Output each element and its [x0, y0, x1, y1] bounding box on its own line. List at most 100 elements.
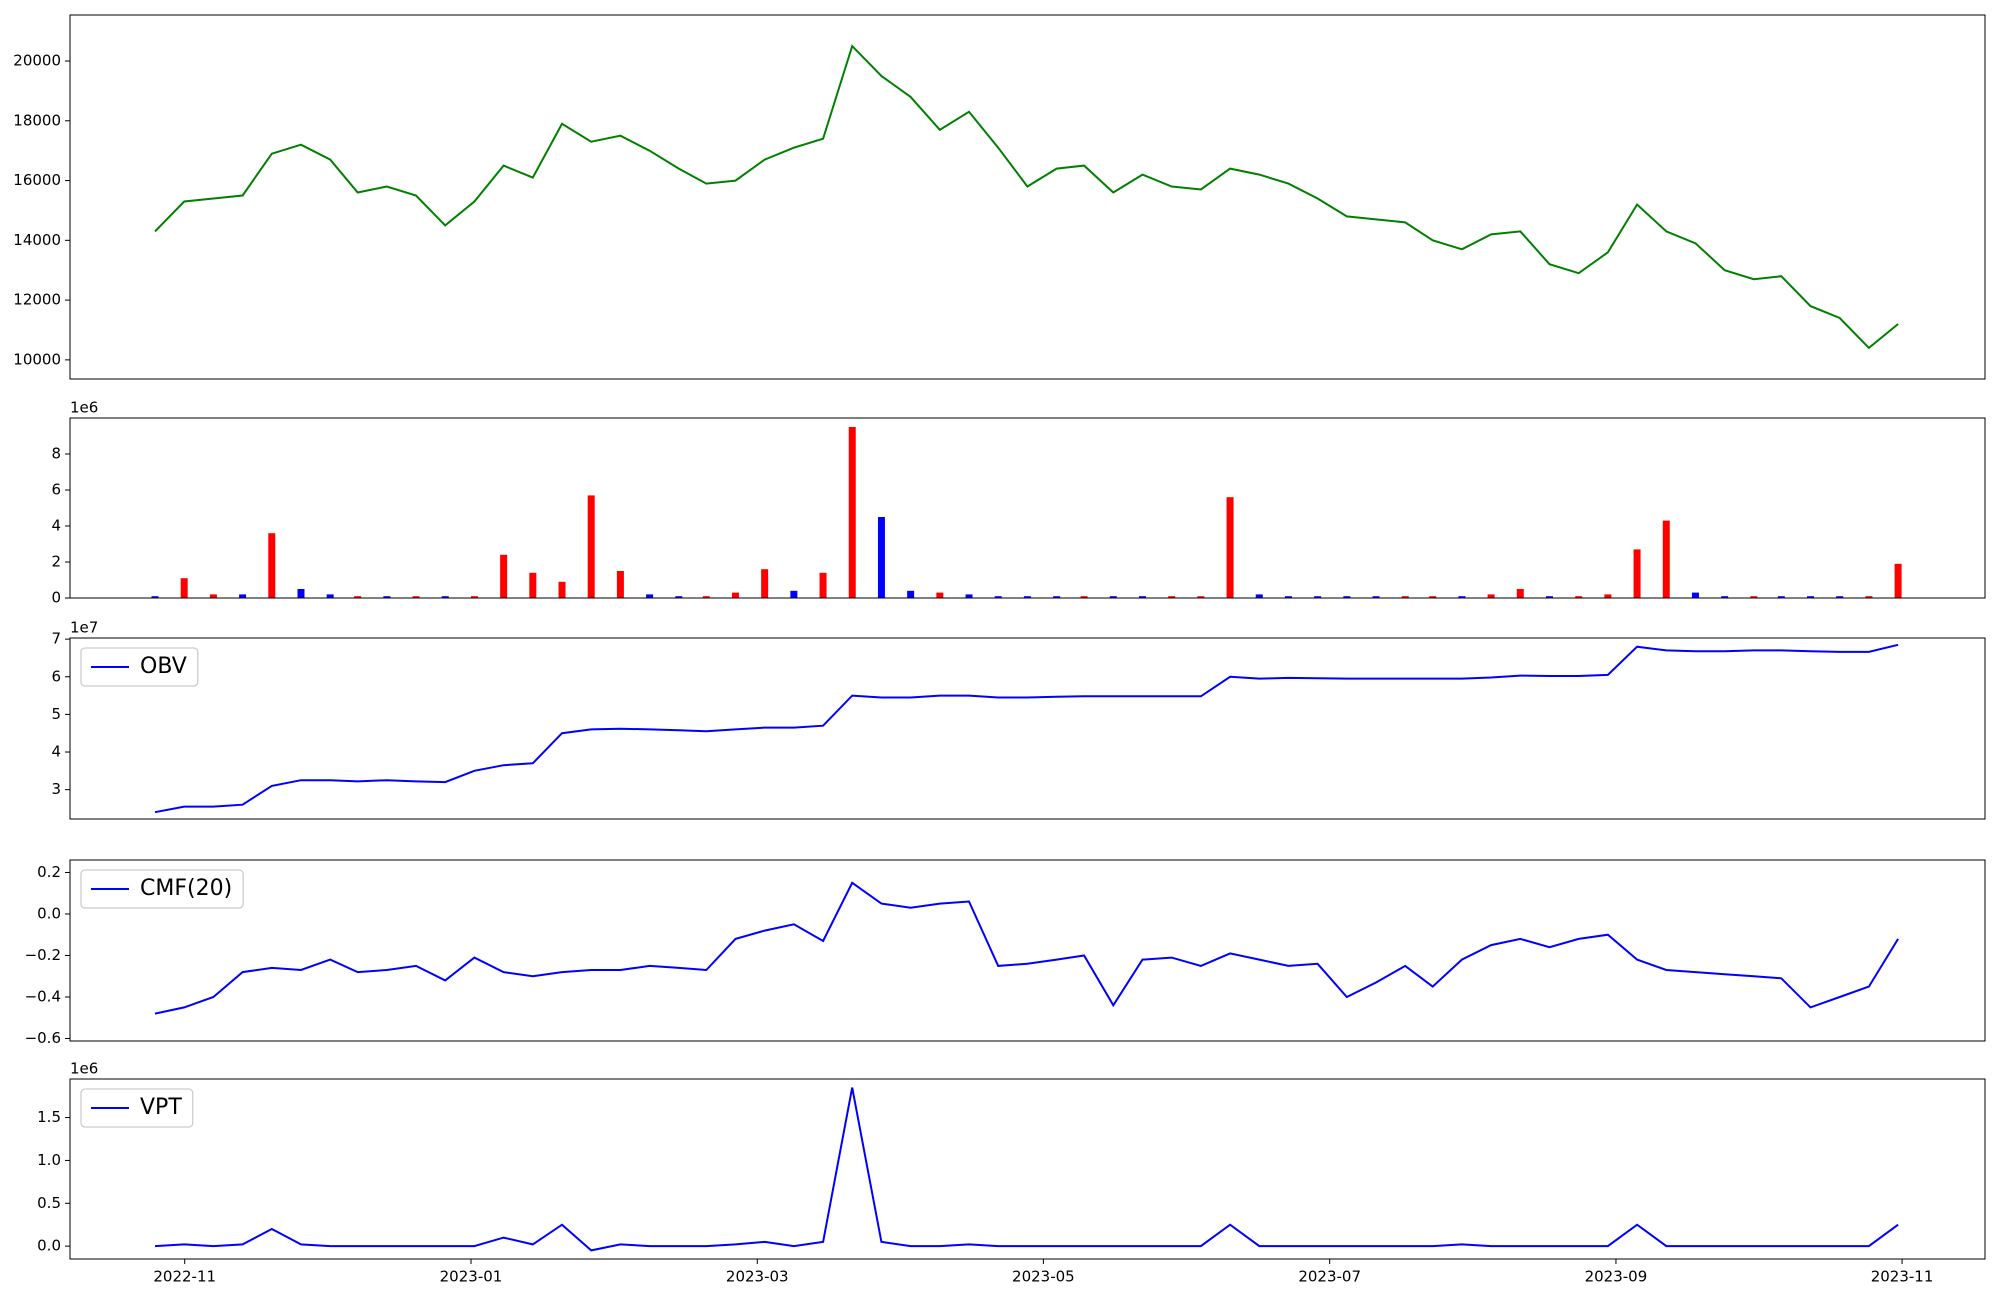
bar: [529, 572, 537, 598]
bar: [1691, 592, 1699, 598]
bar: [616, 571, 624, 598]
bar: [702, 596, 710, 598]
y-tick-label: −0.2: [25, 946, 61, 964]
x-tick-label: 2023-01: [440, 1268, 503, 1286]
plot-frame: [69, 417, 1986, 599]
axis-offset: 1e6: [70, 399, 98, 417]
bar: [1633, 549, 1641, 598]
y-tick-label: 1.5: [37, 1108, 61, 1126]
bar: [819, 572, 827, 598]
bar: [1458, 596, 1466, 598]
bar: [646, 594, 654, 598]
bar: [907, 590, 915, 598]
bar: [441, 596, 449, 598]
y-tick-label: 20000: [13, 52, 61, 70]
bar: [1807, 596, 1815, 598]
bar: [1372, 596, 1380, 598]
y-tick-label: −0.4: [25, 987, 61, 1005]
y-tick-label: 6: [51, 667, 61, 685]
y-tick-label: 0: [51, 589, 61, 607]
data-line: [154, 881, 1899, 1015]
bar: [877, 517, 885, 598]
bar: [326, 594, 334, 598]
x-tick-label: 2023-07: [1298, 1268, 1361, 1286]
bar: [1894, 563, 1902, 598]
plot-frame: [69, 859, 1986, 1042]
y-tick-label: 8: [51, 445, 61, 463]
bar: [209, 594, 217, 598]
y-tick-label: 10000: [13, 350, 61, 368]
bar: [1662, 520, 1670, 598]
bar: [239, 594, 247, 598]
bar: [1777, 596, 1785, 598]
legend-box: [80, 1088, 194, 1128]
bar: [1401, 596, 1409, 598]
bar: [1836, 596, 1844, 598]
bar: [965, 594, 973, 598]
bar: [268, 533, 276, 598]
axis-offset: 1e7: [70, 619, 98, 637]
bar: [848, 427, 856, 598]
data-line: [154, 1087, 1899, 1252]
bar: [1080, 596, 1088, 598]
bar: [1343, 596, 1351, 598]
bar: [151, 596, 159, 598]
y-tick-label: 4: [51, 517, 61, 535]
y-tick-label: 3: [51, 780, 61, 798]
y-tick-label: 5: [51, 705, 61, 723]
x-tick-label: 2023-11: [1871, 1268, 1934, 1286]
bar: [500, 554, 508, 598]
bar: [675, 596, 683, 598]
x-tick-label: 2023-05: [1012, 1268, 1075, 1286]
bar: [1168, 596, 1176, 598]
y-tick-label: 12000: [13, 291, 61, 309]
y-tick-label: 0.2: [37, 863, 61, 881]
x-tick-label: 2023-03: [726, 1268, 789, 1286]
bar: [1314, 596, 1322, 598]
y-tick-label: 14000: [13, 231, 61, 249]
legend-label: VPT: [140, 1095, 182, 1120]
bar: [1545, 596, 1553, 598]
bar: [1721, 596, 1729, 598]
y-tick-label: 6: [51, 481, 61, 499]
bar: [994, 596, 1002, 598]
bar: [761, 569, 769, 598]
plot-frame: [69, 637, 1986, 820]
bar: [1487, 594, 1495, 598]
bar: [383, 596, 391, 598]
bar: [558, 581, 566, 598]
bar: [1109, 596, 1117, 598]
bar: [587, 495, 595, 598]
plot-frame: [69, 14, 1986, 380]
bar: [1284, 596, 1292, 598]
y-tick-label: 18000: [13, 111, 61, 129]
bar: [1604, 594, 1612, 598]
y-tick-label: 16000: [13, 171, 61, 189]
y-tick-label: 4: [51, 743, 61, 761]
legend-box: [80, 647, 199, 687]
y-tick-label: 1.0: [37, 1151, 61, 1169]
legend-label: OBV: [140, 654, 187, 679]
y-tick-label: 0.5: [37, 1194, 61, 1212]
bar: [412, 596, 420, 598]
bar: [354, 596, 362, 598]
bar: [1575, 596, 1583, 598]
bar: [1226, 497, 1234, 598]
axis-offset: 1e6: [70, 1060, 98, 1078]
y-tick-label: −0.6: [25, 1029, 61, 1047]
x-tick-label: 2023-09: [1585, 1268, 1648, 1286]
bar: [1138, 596, 1146, 598]
bar: [936, 592, 944, 598]
plot-frame: [69, 1078, 1986, 1260]
bar: [1197, 596, 1205, 598]
y-tick-label: 2: [51, 553, 61, 571]
bar: [1750, 596, 1758, 598]
data-line: [154, 44, 1899, 350]
y-tick-label: 7: [51, 630, 61, 648]
x-tick-label: 2022-11: [153, 1268, 216, 1286]
data-line: [154, 643, 1899, 814]
bar: [1865, 596, 1873, 598]
bar: [1255, 594, 1263, 598]
bar: [297, 589, 305, 598]
